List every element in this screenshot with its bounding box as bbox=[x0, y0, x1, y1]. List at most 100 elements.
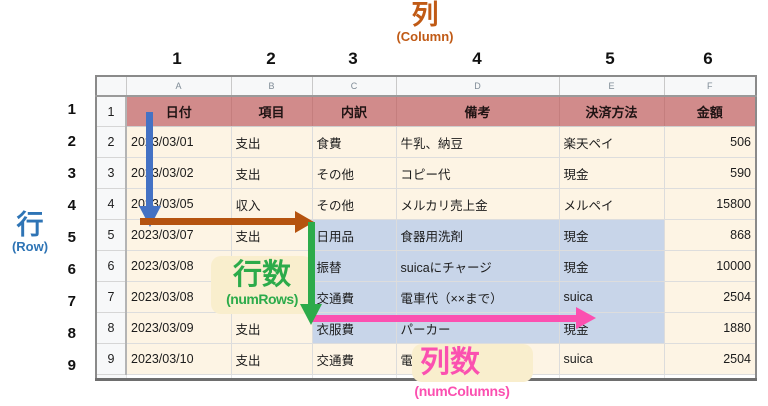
row-index-6: 6 bbox=[67, 261, 76, 278]
cell-date[interactable]: 2023/03/01 bbox=[126, 126, 232, 158]
column-header-d[interactable]: D bbox=[396, 76, 560, 97]
row-axis-title-jp: 行 bbox=[16, 210, 44, 240]
row-header[interactable]: 3 bbox=[96, 157, 127, 189]
cell-category[interactable]: 日用品 bbox=[312, 219, 397, 251]
column-letter-row: A B C D E F bbox=[96, 76, 757, 97]
column-index-6: 6 bbox=[703, 49, 713, 68]
cell-date[interactable]: 2023/03/10 bbox=[126, 343, 232, 375]
column-header-c[interactable]: C bbox=[312, 76, 397, 97]
cell-date[interactable]: 2023/03/09 bbox=[126, 312, 232, 344]
row-index-9: 9 bbox=[67, 357, 76, 374]
column-header-b[interactable]: B bbox=[231, 76, 313, 97]
row-header[interactable]: 1 bbox=[96, 96, 127, 127]
row-header[interactable]: 5 bbox=[96, 219, 127, 251]
num-rows-label-jp: 行数 bbox=[232, 259, 291, 291]
column-index-5: 5 bbox=[605, 49, 615, 68]
column-index-2: 2 bbox=[266, 49, 276, 68]
column-header-e[interactable]: E bbox=[559, 76, 665, 97]
num-columns-arrow-head-icon bbox=[576, 307, 596, 329]
num-columns-label-en: (numColumns) bbox=[414, 383, 510, 399]
header-item[interactable]: 項目 bbox=[231, 96, 313, 127]
cell-note[interactable]: 食器用洗剤 bbox=[396, 219, 560, 251]
column-axis-title-jp: 列 bbox=[411, 0, 439, 30]
cell-note[interactable]: suicaにチャージ bbox=[396, 250, 560, 282]
table-row: 3 2023/03/02 支出 その他 コピー代 現金 590 bbox=[96, 157, 757, 189]
header-note[interactable]: 備考 bbox=[396, 96, 560, 127]
num-rows-arrow bbox=[308, 222, 315, 306]
row-header[interactable]: 2 bbox=[96, 126, 127, 158]
column-index-4: 4 bbox=[472, 49, 482, 68]
cell-note[interactable]: コピー代 bbox=[396, 157, 560, 189]
cell-payment[interactable]: 現金 bbox=[559, 157, 665, 189]
cell-note[interactable]: 電車代（××まで） bbox=[396, 281, 560, 313]
row-index-1: 1 bbox=[67, 101, 76, 118]
table-header-row: 1 日付 項目 内訳 備考 決済方法 金額 bbox=[96, 96, 757, 127]
row-index-2: 2 bbox=[67, 133, 76, 150]
column-offset-arrow bbox=[140, 218, 296, 225]
cell-payment[interactable]: 現金 bbox=[559, 250, 665, 282]
cell-item[interactable]: 支出 bbox=[231, 157, 313, 189]
cell-note[interactable]: メルカリ売上金 bbox=[396, 188, 560, 220]
cell-category[interactable]: 振替 bbox=[312, 250, 397, 282]
column-axis-title-en: (Column) bbox=[396, 29, 454, 44]
num-columns-label-jp: 列数 bbox=[420, 346, 480, 379]
header-category[interactable]: 内訳 bbox=[312, 96, 397, 127]
cell-amount[interactable]: 15800 bbox=[664, 188, 757, 220]
num-rows-label: 行数 (numRows) bbox=[211, 256, 313, 314]
cell-amount[interactable]: 2504 bbox=[664, 343, 757, 375]
row-index-3: 3 bbox=[67, 165, 76, 182]
column-header-a[interactable]: A bbox=[126, 76, 232, 97]
cell-payment[interactable]: メルペイ bbox=[559, 188, 665, 220]
row-header[interactable]: 6 bbox=[96, 250, 127, 282]
row-axis-title-en: (Row) bbox=[11, 239, 49, 254]
cell-category[interactable]: 交通費 bbox=[312, 343, 397, 375]
cell-category[interactable]: その他 bbox=[312, 157, 397, 189]
cell-amount[interactable]: 506 bbox=[664, 126, 757, 158]
header-amount[interactable]: 金額 bbox=[664, 96, 757, 127]
cell-item[interactable]: 支出 bbox=[231, 343, 313, 375]
row-offset-arrow bbox=[146, 112, 153, 208]
column-index-3: 3 bbox=[348, 49, 358, 68]
column-header-f[interactable]: F bbox=[664, 76, 757, 97]
cell-item[interactable]: 支出 bbox=[231, 126, 313, 158]
table-row: 2 2023/03/01 支出 食費 牛乳、納豆 楽天ペイ 506 bbox=[96, 126, 757, 158]
cell-category[interactable]: 食費 bbox=[312, 126, 397, 158]
num-columns-arrow bbox=[311, 315, 577, 322]
row-header[interactable]: 4 bbox=[96, 188, 127, 220]
row-index-5: 5 bbox=[67, 229, 76, 246]
column-index-1: 1 bbox=[172, 49, 182, 68]
cell-category[interactable]: 交通費 bbox=[312, 281, 397, 313]
cell-amount[interactable]: 1880 bbox=[664, 312, 757, 344]
column-axis-title: 列 (Column) bbox=[345, 1, 505, 44]
num-columns-label: 列数 bbox=[412, 344, 533, 382]
row-index-4: 4 bbox=[67, 197, 76, 214]
cell-date[interactable]: 2023/03/02 bbox=[126, 157, 232, 189]
spreadsheet-grid: A B C D E F 1 日付 項目 内訳 備考 決済方法 金額 2 2023… bbox=[95, 75, 757, 381]
cell-amount[interactable]: 10000 bbox=[664, 250, 757, 282]
row-index-8: 8 bbox=[67, 325, 76, 342]
cell-amount[interactable]: 590 bbox=[664, 157, 757, 189]
cell-amount[interactable]: 868 bbox=[664, 219, 757, 251]
row-header[interactable]: 8 bbox=[96, 312, 127, 344]
table-row: 6 2023/03/08 振替 suicaにチャージ 現金 10000 bbox=[96, 250, 757, 282]
row-axis-title: 行 (Row) bbox=[3, 211, 57, 254]
cell-payment[interactable]: 楽天ペイ bbox=[559, 126, 665, 158]
cell-payment[interactable]: suica bbox=[559, 281, 665, 313]
cell-payment[interactable]: 現金 bbox=[559, 219, 665, 251]
cell-note[interactable]: 牛乳、納豆 bbox=[396, 126, 560, 158]
cell-category[interactable]: その他 bbox=[312, 188, 397, 220]
row-header[interactable]: 9 bbox=[96, 343, 127, 375]
table-row: 4 2023/03/05 収入 その他 メルカリ売上金 メルペイ 15800 bbox=[96, 188, 757, 220]
row-index-7: 7 bbox=[67, 293, 76, 310]
cell-payment[interactable]: suica bbox=[559, 343, 665, 375]
num-rows-label-en: (numRows) bbox=[226, 291, 298, 307]
cell-item[interactable]: 支出 bbox=[231, 312, 313, 344]
cell-amount[interactable]: 2504 bbox=[664, 281, 757, 313]
header-date[interactable]: 日付 bbox=[126, 96, 232, 127]
row-header[interactable]: 7 bbox=[96, 281, 127, 313]
table-row: 7 2023/03/08 交通費 電車代（××まで） suica 2504 bbox=[96, 281, 757, 313]
corner-cell[interactable] bbox=[96, 76, 127, 97]
header-payment[interactable]: 決済方法 bbox=[559, 96, 665, 127]
num-rows-arrow-head-icon bbox=[300, 304, 322, 325]
